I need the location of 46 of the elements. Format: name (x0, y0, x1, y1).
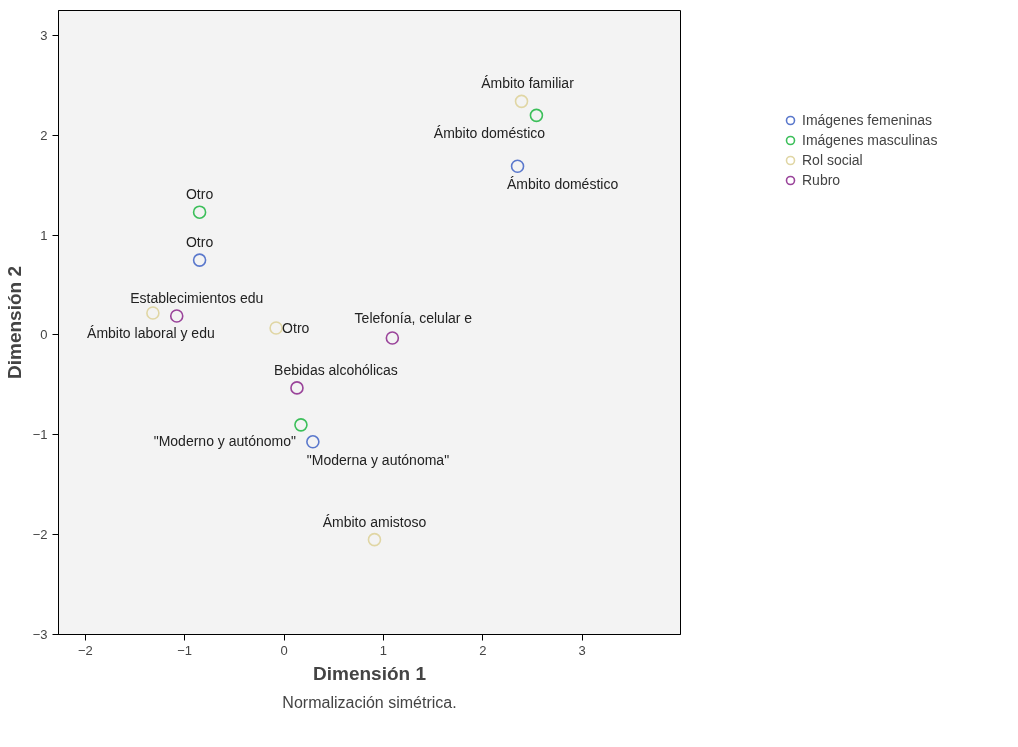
point (514, 94, 529, 109)
point (269, 321, 283, 335)
y-tick-label: 1 (40, 227, 48, 243)
point (169, 309, 184, 323)
y-axis-title: Dimensión 2 (3, 266, 25, 379)
point (529, 108, 544, 123)
legend-label: Rubro (802, 172, 841, 188)
point (510, 159, 525, 174)
data-label: "Moderna y autónoma" (306, 451, 450, 468)
x-tick-label: 3 (578, 642, 586, 658)
data-label: "Moderno y autónomo" (153, 432, 296, 449)
point (192, 205, 207, 219)
y-tick-label: −3 (32, 627, 48, 642)
x-tick-label: 2 (479, 642, 487, 658)
x-tick-label: −2 (77, 642, 93, 658)
y-tick-label: −1 (32, 427, 48, 443)
text: Normalización simétrica. (282, 693, 457, 711)
legend-label: Imágenes femeninas (802, 112, 932, 128)
data-label: Ámbito familiar (481, 75, 575, 92)
point (146, 306, 160, 320)
data-label: Otro (185, 186, 214, 203)
data-label: Ámbito doméstico (506, 176, 619, 193)
data-label: Ámbito doméstico (433, 125, 546, 142)
point (306, 435, 320, 449)
data-label: Telefonía, celular e (354, 309, 473, 326)
data-label: Ámbito laboral y edu (87, 325, 215, 342)
point (367, 532, 382, 547)
data-label: Ámbito amistoso (322, 513, 427, 530)
point (192, 253, 207, 267)
data-label: Otro (282, 319, 310, 336)
y-tick-label: −2 (32, 527, 48, 543)
y-tick-label: 3 (40, 27, 48, 43)
data-label: Otro (185, 234, 214, 251)
x-axis-title: Dimensión 1 (313, 662, 427, 684)
data-label: Bebidas alcohólicas (274, 361, 398, 378)
y-tick-label: 0 (40, 327, 48, 343)
point (385, 331, 400, 345)
x-tick-label: −1 (177, 642, 193, 658)
legend-label: Imágenes masculinas (802, 132, 938, 148)
point (294, 418, 308, 432)
legend-label: Rol social (802, 152, 863, 168)
x-tick-label: 0 (280, 642, 288, 658)
x-tick-label: 1 (379, 642, 388, 658)
point (290, 381, 304, 395)
data-label: Establecimientos edu (130, 290, 264, 307)
y-tick-label: 2 (40, 127, 48, 143)
